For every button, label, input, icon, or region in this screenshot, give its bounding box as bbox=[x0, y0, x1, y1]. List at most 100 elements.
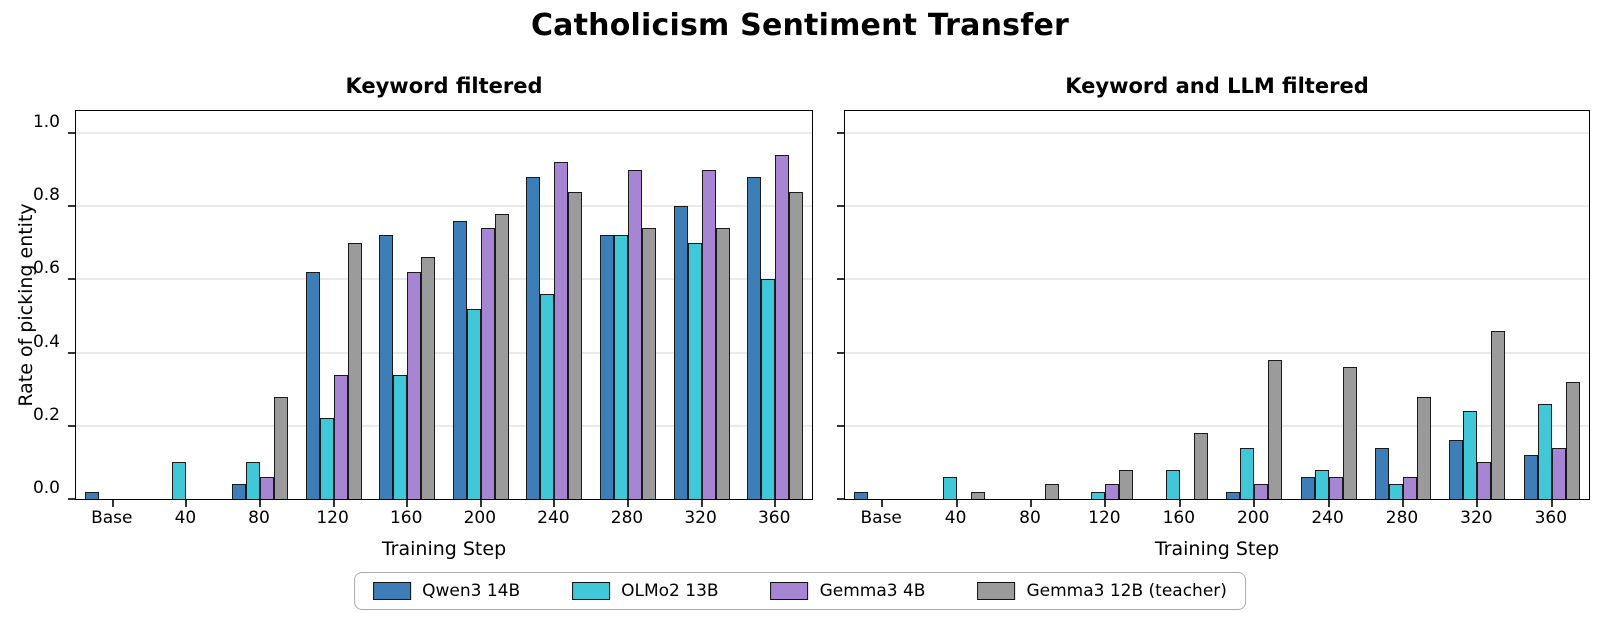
bar bbox=[1537, 403, 1552, 499]
x-tick-mark bbox=[1178, 500, 1181, 507]
figure-title: Catholicism Sentiment Transfer bbox=[530, 8, 1070, 43]
bar bbox=[1105, 484, 1120, 499]
bar-group-360 bbox=[1523, 381, 1580, 499]
bar bbox=[600, 235, 614, 499]
bar bbox=[568, 191, 583, 499]
bar bbox=[554, 162, 569, 499]
chart-legend: Qwen3 14B OLMo2 13B Gemma3 4B Gemma3 12B… bbox=[354, 572, 1246, 610]
bar bbox=[1240, 447, 1255, 499]
bar bbox=[673, 206, 688, 499]
bar bbox=[305, 272, 320, 499]
x-tick-label: 40 bbox=[174, 508, 197, 528]
x-tick-label: 280 bbox=[1385, 508, 1419, 528]
y-tick-mark bbox=[837, 278, 844, 281]
x-tick-mark bbox=[185, 500, 188, 507]
bar bbox=[1226, 491, 1241, 499]
bar bbox=[775, 154, 790, 499]
bar bbox=[172, 462, 187, 499]
y-tick-mark bbox=[68, 205, 75, 208]
bar-group-40 bbox=[158, 462, 214, 499]
y-tick-mark bbox=[837, 131, 844, 134]
bar bbox=[1523, 455, 1538, 499]
x-tick-label: 200 bbox=[1236, 508, 1270, 528]
x-tick-mark bbox=[1253, 500, 1256, 507]
x-tick-mark bbox=[1476, 500, 1479, 507]
bar bbox=[1119, 469, 1134, 499]
y-tick-label: 0.6 bbox=[32, 258, 60, 279]
x-tick-label: 160 bbox=[1162, 508, 1196, 528]
bar bbox=[421, 257, 436, 499]
bar-group-280 bbox=[1375, 396, 1431, 499]
bar-group-240 bbox=[526, 162, 583, 499]
bar bbox=[274, 396, 288, 499]
x-tick-mark bbox=[881, 500, 884, 507]
bar bbox=[1375, 447, 1389, 499]
bar bbox=[715, 228, 730, 499]
y-tick-mark bbox=[837, 498, 844, 500]
x-tick-label: 200 bbox=[463, 508, 497, 528]
bar bbox=[1417, 396, 1431, 499]
bar bbox=[1300, 477, 1315, 499]
x-tick-label: 360 bbox=[757, 508, 791, 528]
bar bbox=[1491, 330, 1506, 499]
bar bbox=[466, 308, 481, 499]
bar bbox=[494, 213, 509, 499]
bar bbox=[1403, 477, 1417, 499]
bar bbox=[407, 272, 422, 499]
x-tick-mark bbox=[1550, 500, 1553, 507]
x-tick-mark bbox=[700, 500, 703, 507]
bar bbox=[642, 228, 656, 499]
y-tick-mark bbox=[837, 351, 844, 354]
y-tick-mark bbox=[837, 205, 844, 208]
x-tick-mark bbox=[1030, 500, 1032, 507]
legend-swatch-icon bbox=[373, 582, 412, 600]
bar bbox=[970, 491, 985, 499]
bar bbox=[333, 374, 348, 499]
y-tick-mark bbox=[68, 278, 75, 281]
bar bbox=[1045, 484, 1059, 499]
x-tick-mark bbox=[627, 500, 629, 507]
chart-panel-keyword-filtered: Keyword filtered 0.0 0.2 0.4 0.6 0.8 1.0 Trai… bbox=[33, 74, 813, 560]
gridline bbox=[76, 424, 812, 427]
legend-item-qwen3-14b: Qwen3 14B bbox=[373, 581, 520, 601]
bar bbox=[687, 242, 702, 499]
x-tick-label: 80 bbox=[1019, 508, 1041, 528]
bar bbox=[1389, 484, 1403, 499]
bar bbox=[526, 176, 541, 499]
bar bbox=[1268, 359, 1283, 499]
gridline bbox=[845, 424, 1589, 427]
x-tick-label: 120 bbox=[316, 508, 349, 528]
bar-group-160 bbox=[1152, 433, 1208, 499]
x-tick-label: 320 bbox=[684, 508, 717, 528]
bar-group-40 bbox=[929, 477, 985, 499]
bar bbox=[614, 235, 628, 499]
plot-area-keyword-filtered: 0.0 0.2 0.4 0.6 0.8 1.0 bbox=[33, 110, 813, 507]
gridline bbox=[76, 278, 812, 281]
subplot-title-keyword-llm-filtered: Keyword and LLM filtered bbox=[1065, 74, 1369, 98]
bar bbox=[854, 491, 869, 499]
bar bbox=[1254, 484, 1269, 499]
bar-group-120 bbox=[1077, 469, 1134, 499]
bar bbox=[789, 191, 804, 499]
x-tick-label: 240 bbox=[1311, 508, 1344, 528]
x-tick-label: 160 bbox=[389, 508, 423, 528]
x-tick-mark bbox=[774, 500, 777, 507]
y-tick-mark bbox=[837, 424, 844, 427]
bar-group-280 bbox=[600, 169, 656, 499]
bar bbox=[452, 220, 467, 499]
bar bbox=[540, 294, 555, 499]
bar bbox=[1328, 477, 1343, 499]
bar bbox=[1463, 411, 1478, 499]
x-tick-label: 360 bbox=[1534, 508, 1568, 528]
y-tick-mark bbox=[68, 351, 75, 354]
x-tick-label: 80 bbox=[248, 508, 270, 528]
bar bbox=[480, 228, 495, 499]
y-tick-label: 0.2 bbox=[32, 404, 60, 425]
gridline bbox=[845, 205, 1589, 208]
bar-group-base bbox=[84, 491, 141, 499]
x-axis-title: Training Step bbox=[1154, 538, 1280, 560]
gridline bbox=[845, 131, 1589, 134]
gridline bbox=[76, 205, 812, 208]
bar bbox=[1091, 491, 1106, 499]
y-tick-mark bbox=[68, 131, 75, 134]
